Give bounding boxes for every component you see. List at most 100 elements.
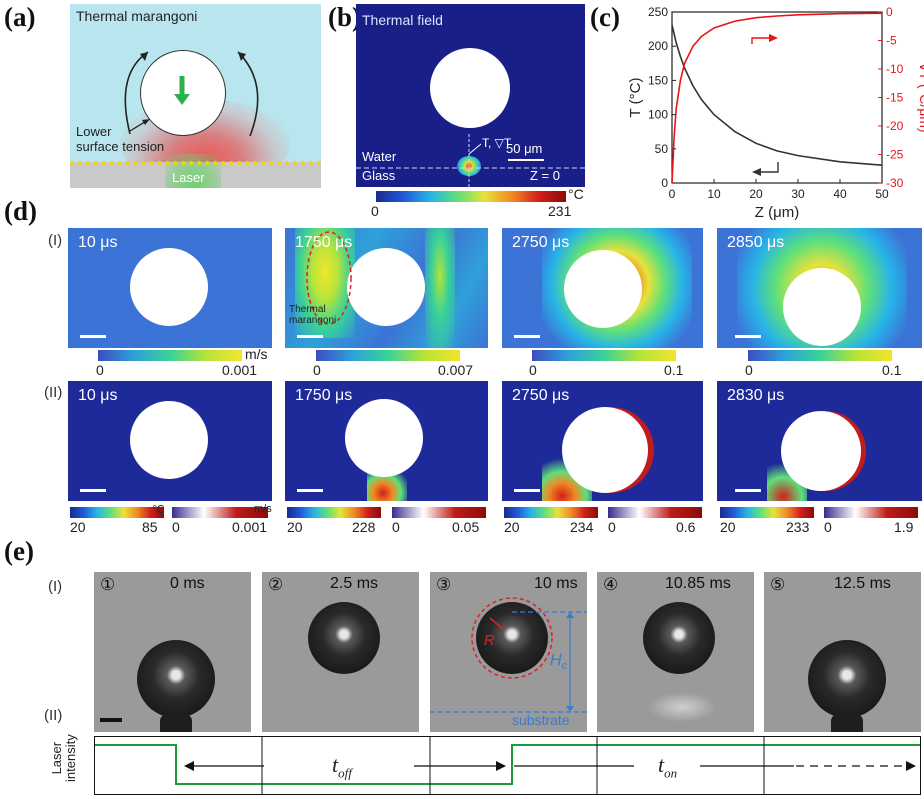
d1-cbar-unit: m/s xyxy=(245,346,268,362)
d1-frame-1: 10 μs xyxy=(68,228,272,348)
d2-cbar3-vmax: 0.6 xyxy=(676,519,696,535)
laser-ylabel: Laser intensity xyxy=(49,734,78,782)
y-right-tick-label: -25 xyxy=(886,148,904,162)
e-num-5: ⑤ xyxy=(770,575,786,594)
t-on-label: ton xyxy=(658,752,677,781)
y-left-tick-label: 150 xyxy=(648,73,668,87)
d2-time-3: 2750 μs xyxy=(512,387,570,404)
y-right-tick-label: -15 xyxy=(886,91,904,105)
row-d1-label: (I) xyxy=(48,232,63,249)
panel-b-letter: (b) xyxy=(328,2,361,32)
panel-e-letter: (e) xyxy=(4,536,34,566)
z0-label: Z = 0 xyxy=(530,168,560,183)
water-label: Water xyxy=(362,149,397,164)
d1-cbar2-max: 0.007 xyxy=(438,362,474,378)
d1-cbar4-max: 0.1 xyxy=(882,362,902,378)
d2-time-1: 10 μs xyxy=(78,387,118,404)
d2-cbar4-tmax: 233 xyxy=(786,519,810,535)
d2-cbar4-vmin: 0 xyxy=(824,519,832,535)
e-time-2: 2.5 ms xyxy=(330,575,379,592)
e-frame-3: R Hc substrate ③ 10 ms xyxy=(430,572,587,732)
x-tick-label: 0 xyxy=(669,187,676,201)
label-R: R xyxy=(484,632,495,649)
y-left-tick-label: 0 xyxy=(661,176,668,190)
x-tick-label: 20 xyxy=(749,187,763,201)
y-right-tick-label: -5 xyxy=(886,34,897,48)
x-tick-label: 30 xyxy=(791,187,805,201)
y-right-tick-label: 0 xyxy=(886,5,893,19)
y-left-tick-label: 200 xyxy=(648,39,668,53)
gradient-label: T, ▽T xyxy=(482,136,512,150)
e-time-4: 10.85 ms xyxy=(665,575,731,592)
x-tick-label: 10 xyxy=(707,187,721,201)
d1-frame-2: Thermal marangoni 1750 μs xyxy=(285,228,488,348)
d1-cbar3-max: 0.1 xyxy=(664,362,684,378)
right-axis-arrow xyxy=(751,37,770,44)
panel-a-schematic: Thermal marangoni Lower surface tension … xyxy=(70,4,321,188)
d1-time-1: 10 μs xyxy=(78,234,118,251)
d2-cbar1-vmax: 0.001 xyxy=(232,519,268,535)
d1-marangoni-outline xyxy=(306,231,352,325)
d2-cbar2-vmax: 0.05 xyxy=(452,519,480,535)
left-axis-arrow xyxy=(760,162,779,173)
d1-time-4: 2850 μs xyxy=(727,234,785,251)
panel-b-thermal-field: Thermal field T, ▽T 50 μm Water Glass Z … xyxy=(356,4,585,187)
d2-time-4: 2830 μs xyxy=(727,387,785,404)
e-frame-2: ② 2.5 ms xyxy=(262,572,419,732)
d2-cbar2-tmax: 228 xyxy=(352,519,376,535)
panel-c-chart: 0 10 20 30 40 50 0 50 100 150 200 250 0 -5 -10 -15 -20 -2… xyxy=(627,5,924,221)
e-num-4: ④ xyxy=(603,575,619,594)
panel-a-title: Thermal marangoni xyxy=(76,8,198,24)
laser-timing-diagram xyxy=(94,736,921,795)
d2-cbar1-vmin: 0 xyxy=(172,519,180,535)
d2-cbar1-tmin: 20 xyxy=(70,519,86,535)
d1-frame-4: 2850 μs xyxy=(717,228,922,348)
t-off-label: toff xyxy=(332,752,352,781)
scale-label: 50 μm xyxy=(506,141,543,156)
panel-a-letter: (a) xyxy=(4,2,36,32)
cbar-max: 231 xyxy=(548,203,572,219)
e-num-2: ② xyxy=(268,575,284,594)
t-off-sub: off xyxy=(338,765,352,781)
y-left-tick-label: 250 xyxy=(648,5,668,19)
d2-unit-temp: ℃ xyxy=(152,504,165,516)
x-tick-label: 40 xyxy=(833,187,847,201)
label-Hc: Hc xyxy=(550,652,567,672)
left-axis-arrowhead xyxy=(752,168,761,176)
d1-cbar4-min: 0 xyxy=(745,362,753,378)
label-substrate: substrate xyxy=(512,712,570,728)
row-d2-label: (II) xyxy=(44,384,63,401)
d1-time-3: 2750 μs xyxy=(512,234,570,251)
t-on-main: t xyxy=(658,752,665,777)
d2-frame-3: 2750 μs xyxy=(502,381,703,501)
panel-c-letter: (c) xyxy=(590,2,620,32)
t-on-sub: on xyxy=(664,765,678,781)
d2-cbar2-tmin: 20 xyxy=(287,519,303,535)
d2-cbar3-tmin: 20 xyxy=(504,519,520,535)
y-right-tick-label: -20 xyxy=(886,119,904,133)
panel-b-colorbar xyxy=(376,191,566,202)
d2-cbar4-vmax: 1.9 xyxy=(894,519,914,535)
series-line-right xyxy=(671,12,883,184)
glass-label: Glass xyxy=(362,168,396,183)
e-frame-4: ④ 10.85 ms xyxy=(597,572,754,732)
d2-cbar3-vmin: 0 xyxy=(608,519,616,535)
d2-time-2: 1750 μs xyxy=(295,387,353,404)
y-right-tick-label: -30 xyxy=(886,176,904,190)
right-axis-arrowhead xyxy=(769,34,778,42)
e-num-3: ③ xyxy=(436,575,452,594)
d2-frame-2: 1750 μs xyxy=(285,381,488,501)
surface-tension-label: Lower surface tension xyxy=(76,124,165,154)
d2-unit-vel: m/s xyxy=(254,503,272,515)
d2-cbar3-tmax: 234 xyxy=(570,519,594,535)
row-e1-label: (I) xyxy=(48,578,63,595)
e-annotations xyxy=(430,597,587,713)
y-left-tick-label: 50 xyxy=(655,142,669,156)
d2-cbar1-tmax: 85 xyxy=(142,519,158,535)
y-right-tick-label: -10 xyxy=(886,62,904,76)
e-frame-1: ① 0 ms xyxy=(94,572,251,732)
cbar-min: 0 xyxy=(371,203,379,219)
d2-frame-1: 10 μs xyxy=(68,381,272,501)
e-time-1: 0 ms xyxy=(170,575,205,592)
laser-label: Laser xyxy=(172,170,205,185)
